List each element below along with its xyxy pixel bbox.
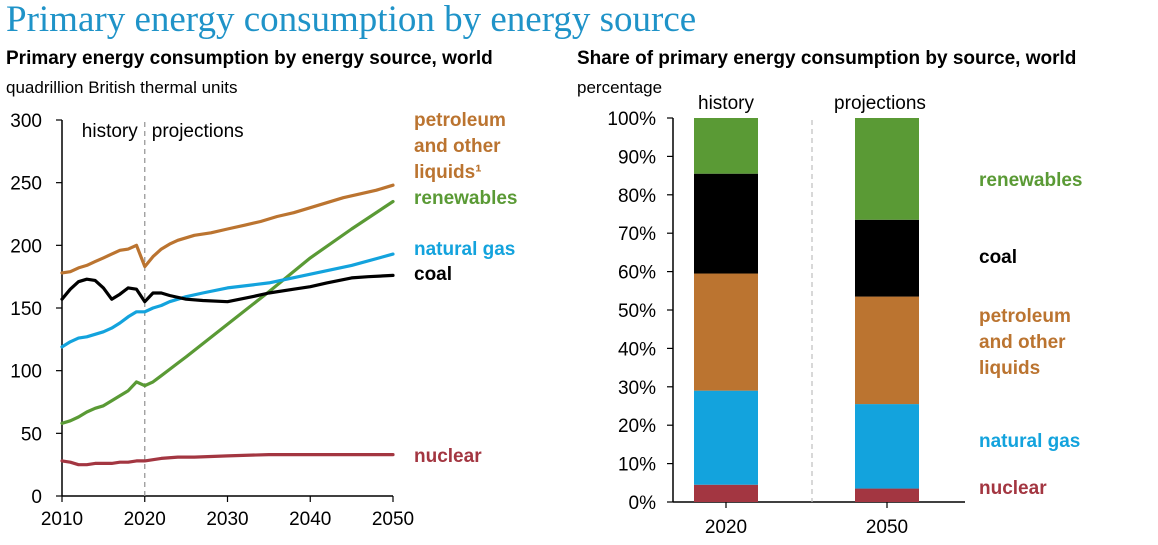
right-chart-subtitle: Share of primary energy consumption by s… bbox=[577, 48, 1077, 69]
page-title: Primary energy consumption by energy sou… bbox=[6, 0, 697, 40]
right-bar-segment-natural-gas-2050 bbox=[855, 404, 919, 489]
left-y-tick-label: 50 bbox=[21, 424, 42, 445]
right-history-label: history bbox=[698, 93, 754, 114]
right-series-label-nuclear: nuclear bbox=[979, 478, 1047, 499]
left-y-tick-label: 200 bbox=[10, 236, 42, 257]
left-series-label-petroleum: and other bbox=[414, 136, 501, 157]
left-series-label-coal: coal bbox=[414, 264, 452, 285]
right-series-label-coal: coal bbox=[979, 247, 1017, 268]
right-projections-label: projections bbox=[834, 93, 926, 114]
right-bar-segment-renewables-2050 bbox=[855, 118, 919, 220]
right-bar-segment-petroleum-2020 bbox=[694, 273, 758, 391]
right-bar-segment-coal-2020 bbox=[694, 173, 758, 274]
right-y-tick-label: 40% bbox=[618, 339, 656, 360]
right-stacked-bar-chart: 0% 10% 20% 30% 40% 50% 60% 70% 80% 90% 100% history… bbox=[607, 93, 1082, 538]
left-series-label-nuclear: nuclear bbox=[414, 446, 482, 467]
right-y-tick-label: 50% bbox=[618, 301, 656, 322]
right-y-tick-label: 100% bbox=[607, 109, 656, 130]
left-series-line-renewables bbox=[60, 199, 395, 425]
right-y-tick-label: 0% bbox=[629, 493, 657, 514]
left-y-tick-label: 150 bbox=[10, 299, 42, 320]
left-line-chart: 0 50 100 150 200 250 300 2010 2020 2030 2040 2050 hi… bbox=[10, 110, 517, 530]
right-bar-segment-petroleum-2050 bbox=[855, 296, 919, 405]
left-series-line-coal bbox=[60, 273, 395, 304]
right-series-label-petroleum: petroleum bbox=[979, 306, 1071, 327]
left-series-line-natural-gas bbox=[60, 252, 395, 349]
right-y-tick-label: 10% bbox=[618, 455, 656, 476]
left-series-label-petroleum: petroleum bbox=[414, 110, 506, 131]
right-bar-segment-natural-gas-2020 bbox=[694, 390, 758, 485]
left-chart-subtitle: Primary energy consumption by energy sou… bbox=[6, 48, 493, 69]
left-series-line-nuclear bbox=[60, 453, 395, 467]
left-chart-unit-label: quadrillion British thermal units bbox=[6, 78, 238, 97]
right-series-label-petroleum: liquids bbox=[979, 358, 1040, 379]
right-series-label-petroleum: and other bbox=[979, 332, 1066, 353]
left-y-tick-label: 300 bbox=[10, 111, 42, 132]
left-series-label-petroleum: liquids¹ bbox=[414, 162, 482, 183]
right-bar-segment-nuclear-2050 bbox=[855, 488, 919, 502]
left-x-tick-label: 2030 bbox=[206, 509, 248, 530]
left-y-tick-label: 100 bbox=[10, 362, 42, 383]
right-y-tick-label: 30% bbox=[618, 378, 656, 399]
left-series-label-natural-gas: natural gas bbox=[414, 239, 515, 260]
right-series-label-natural-gas: natural gas bbox=[979, 431, 1080, 452]
left-history-label: history bbox=[82, 121, 138, 142]
left-projections-label: projections bbox=[152, 121, 244, 142]
left-x-tick-label: 2050 bbox=[372, 509, 414, 530]
right-x-tick-label: 2050 bbox=[866, 517, 908, 538]
right-x-tick-label: 2020 bbox=[705, 517, 747, 538]
right-bar-segment-nuclear-2020 bbox=[694, 484, 758, 502]
right-y-tick-label: 90% bbox=[618, 147, 656, 168]
left-x-tick-label: 2020 bbox=[124, 509, 166, 530]
left-x-tick-label: 2010 bbox=[41, 509, 83, 530]
right-y-tick-label: 20% bbox=[618, 416, 656, 437]
left-series-line-petroleum bbox=[60, 183, 395, 275]
right-y-tick-label: 80% bbox=[618, 186, 656, 207]
left-y-tick-label: 0 bbox=[31, 487, 42, 508]
right-series-label-renewables: renewables bbox=[979, 170, 1083, 191]
right-y-tick-label: 70% bbox=[618, 224, 656, 245]
right-bar-segment-renewables-2020 bbox=[694, 118, 758, 174]
left-y-tick-label: 250 bbox=[10, 174, 42, 195]
right-chart-unit-label: percentage bbox=[577, 78, 663, 97]
left-series-label-renewables: renewables bbox=[414, 188, 518, 209]
left-x-tick-label: 2040 bbox=[289, 509, 331, 530]
right-bar-segment-coal-2050 bbox=[855, 219, 919, 297]
right-y-tick-label: 60% bbox=[618, 263, 656, 284]
